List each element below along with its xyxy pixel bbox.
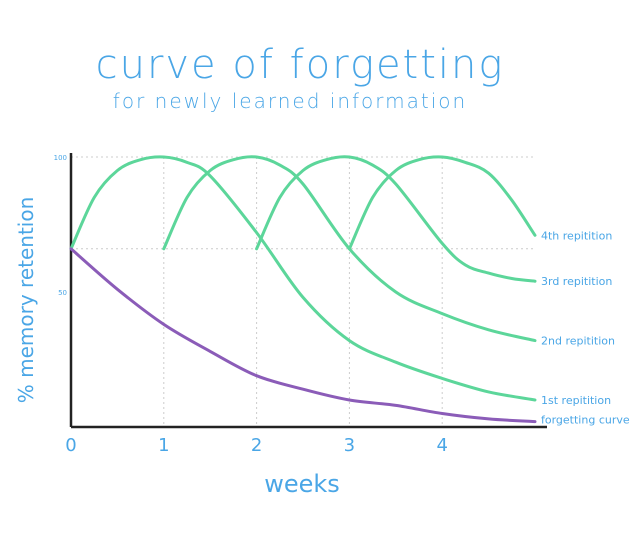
series-line-2nd-repitition — [162, 155, 537, 343]
series-line-forgetting-curve — [69, 247, 537, 424]
y-tick-label: 50 — [58, 289, 67, 297]
series-label-2nd-repitition: 2nd repitition — [541, 335, 615, 348]
x-axis-label: weeks — [264, 470, 340, 498]
y-axis-label: % memory retention — [14, 197, 38, 404]
x-tick-label: 0 — [65, 435, 76, 456]
x-tick-label: 4 — [436, 435, 447, 456]
series-labels: forgetting curve 1st repitition 2nd repiti… — [541, 229, 630, 426]
chart-title: curve of forgetting — [96, 42, 505, 88]
x-tick-label: 3 — [344, 435, 355, 456]
x-tick-label: 2 — [251, 435, 262, 456]
series-line-4th-repitition — [347, 155, 537, 251]
x-tick-label: 1 — [158, 435, 169, 456]
series-lines — [69, 155, 537, 424]
series-line-1st-repitition — [69, 155, 537, 402]
grid-lines — [71, 156, 535, 427]
series-label-forgetting-curve: forgetting curve — [541, 414, 630, 427]
series-label-1st-repitition: 1st repitition — [541, 394, 611, 407]
series-label-4th-repitition: 4th repitition — [541, 229, 612, 242]
series-label-3rd-repitition: 3rd repitition — [541, 275, 612, 288]
series-line-3rd-repitition — [255, 155, 537, 283]
axes: 0 1 2 3 4 50 100 — [54, 153, 547, 456]
chart-subtitle: for newly learned information — [113, 89, 467, 113]
y-tick-label: 100 — [54, 154, 67, 162]
